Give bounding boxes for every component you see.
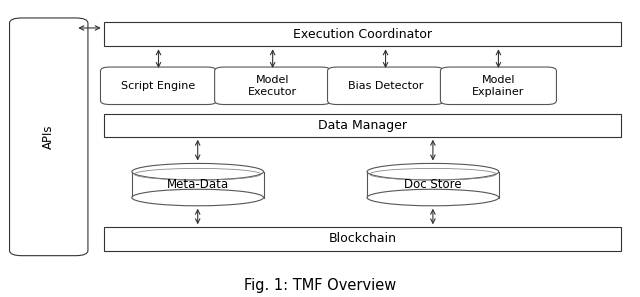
Bar (132, 172, 264, 198)
Bar (104, 227, 621, 250)
Text: Blockchain: Blockchain (328, 232, 396, 245)
Ellipse shape (367, 163, 499, 180)
Text: Fig. 1: TMF Overview: Fig. 1: TMF Overview (244, 278, 396, 293)
Bar (367, 172, 499, 198)
Text: Script Engine: Script Engine (122, 81, 196, 91)
Text: Meta-Data: Meta-Data (166, 178, 228, 191)
Text: Doc Store: Doc Store (404, 178, 461, 191)
Text: APIs: APIs (42, 124, 55, 149)
Ellipse shape (367, 189, 499, 206)
FancyBboxPatch shape (328, 67, 444, 105)
FancyBboxPatch shape (10, 18, 88, 256)
Ellipse shape (132, 189, 264, 206)
FancyBboxPatch shape (214, 67, 331, 105)
FancyBboxPatch shape (100, 67, 216, 105)
Text: Data Manager: Data Manager (318, 119, 407, 132)
Text: Bias Detector: Bias Detector (348, 81, 423, 91)
FancyBboxPatch shape (440, 67, 556, 105)
Bar (104, 113, 621, 137)
Ellipse shape (132, 163, 264, 180)
Text: Model
Executor: Model Executor (248, 75, 297, 97)
Bar (104, 22, 621, 46)
Text: Model
Explainer: Model Explainer (472, 75, 525, 97)
Text: Execution Coordinator: Execution Coordinator (293, 28, 432, 41)
